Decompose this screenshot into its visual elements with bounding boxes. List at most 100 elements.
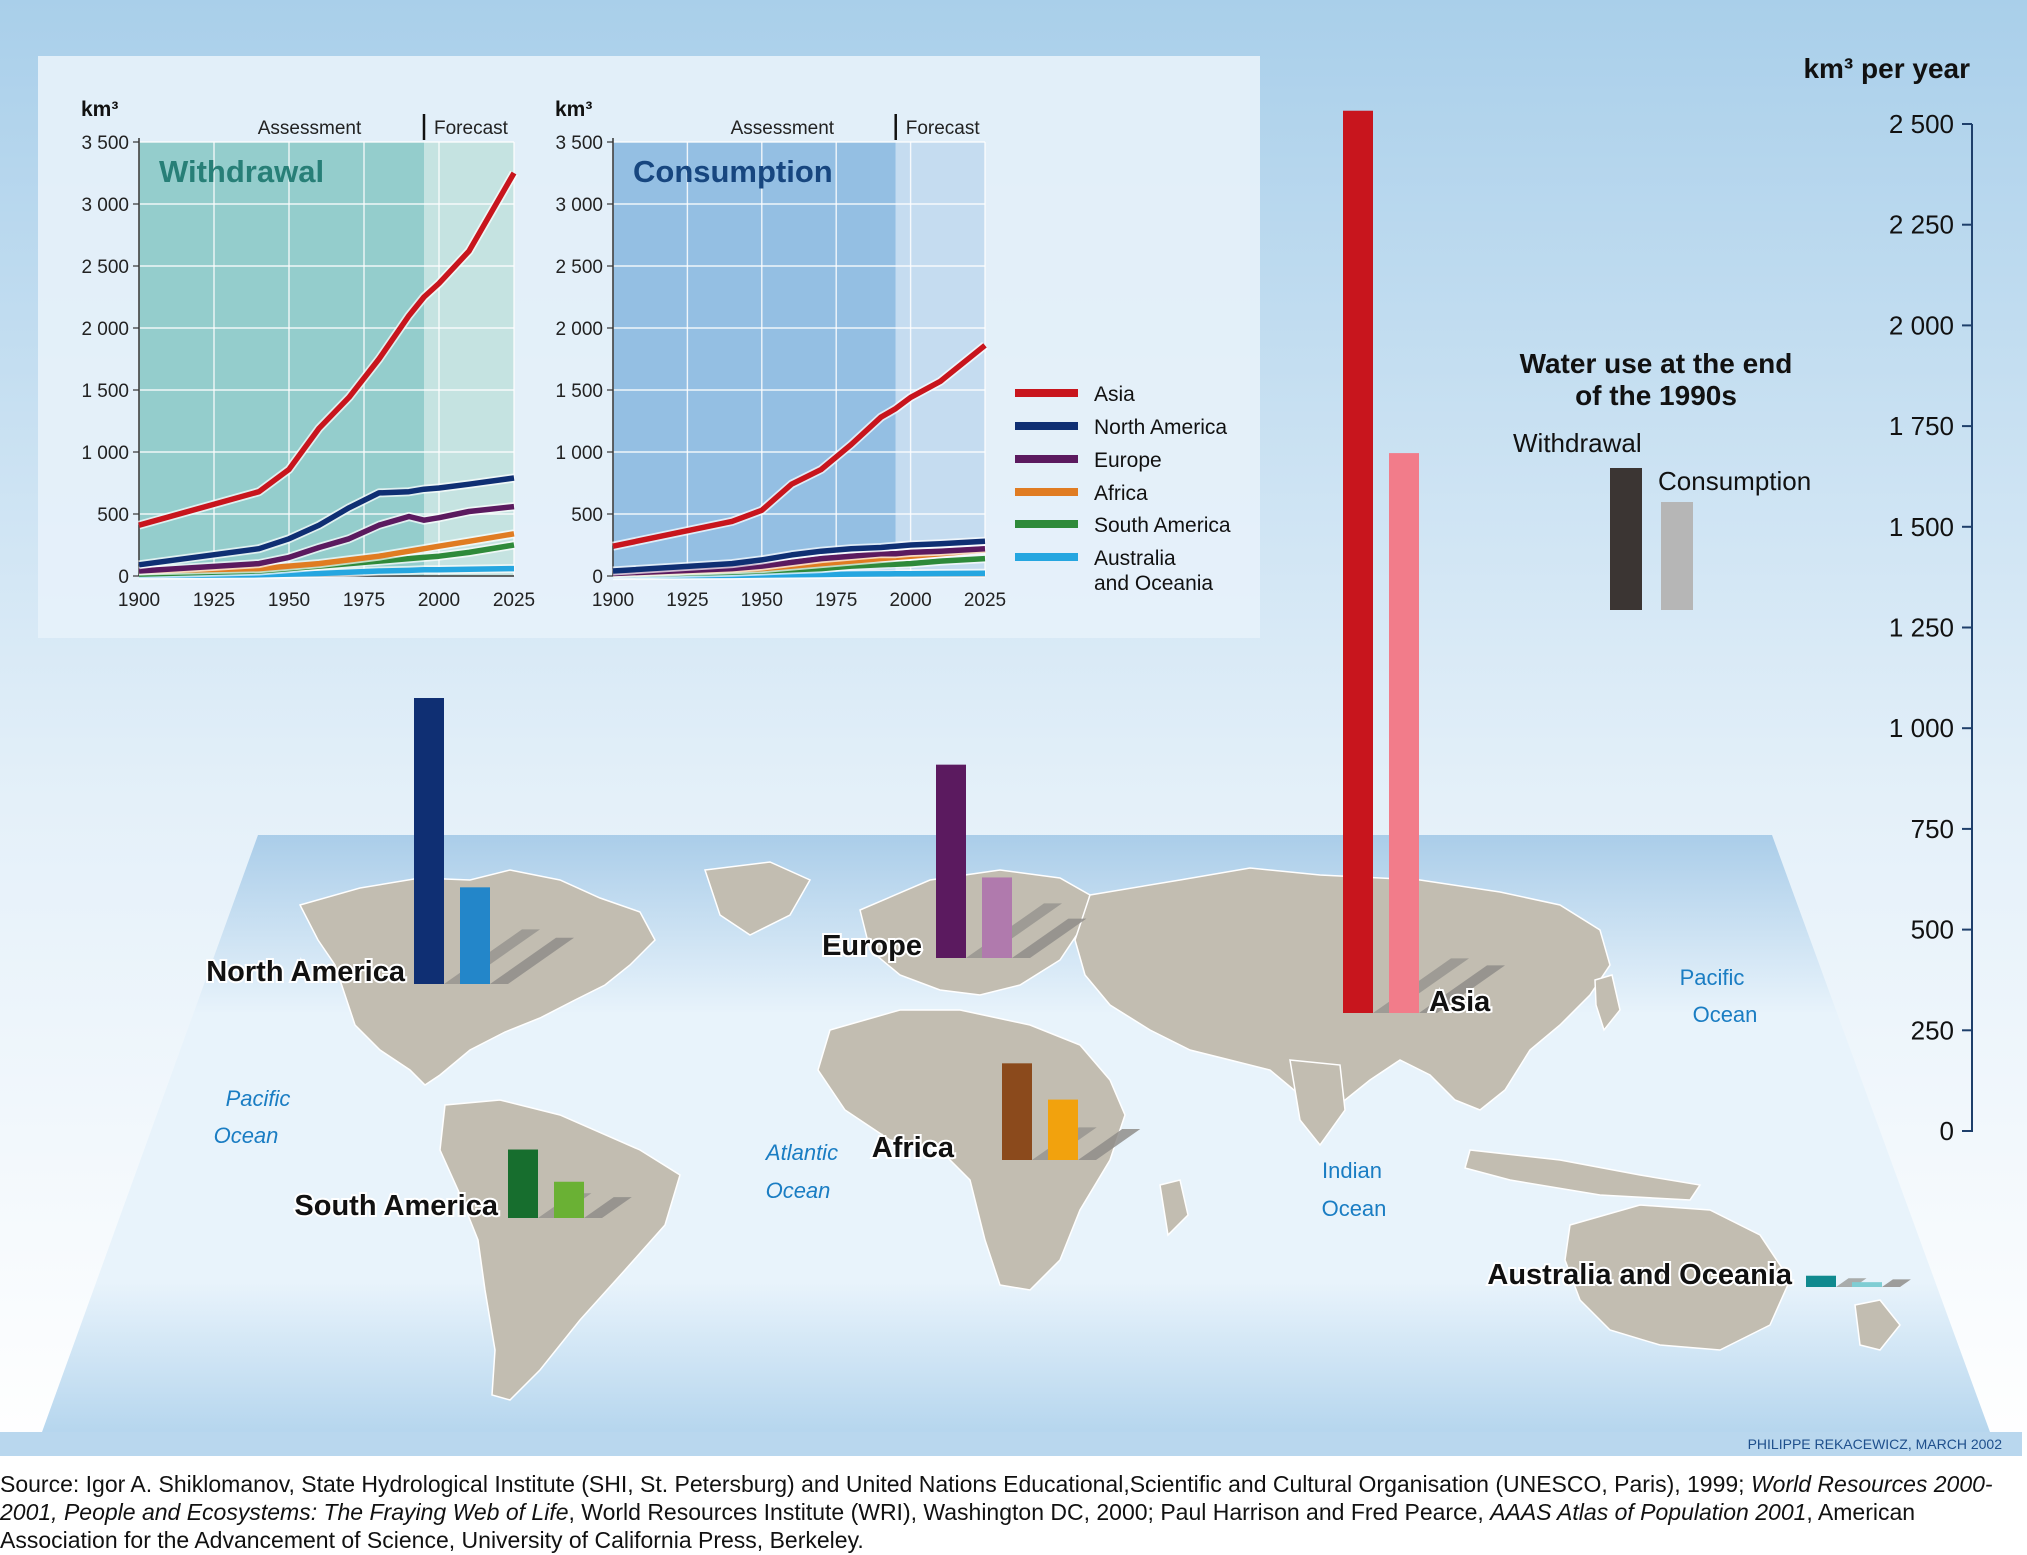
bar-legend-title-1: Water use at the end	[1520, 348, 1793, 379]
bar-axis-unit: km³ per year	[1803, 53, 1970, 84]
map-bar-group-africa: Africa	[870, 1063, 1141, 1166]
map-bar-group-europe: Europe	[820, 764, 1087, 964]
ocean-label-indian-2: Ocean	[1322, 1196, 1387, 1221]
map-bar-group-asia: Asia	[1343, 110, 1505, 1020]
bar-axis-tick-label: 0	[1940, 1116, 1954, 1146]
y-tick-label: 3 500	[555, 133, 603, 154]
bar-withdrawal-south-america	[508, 1149, 538, 1218]
y-tick-label: 1 000	[555, 443, 603, 464]
map-bar-group-north-america: North America	[204, 698, 575, 990]
ocean-label-pacific-west-1: Pacific	[226, 1086, 291, 1111]
source-note: Source: Igor A. Shiklomanov, State Hydro…	[0, 1470, 2022, 1554]
landmass-madagascar	[1159, 1179, 1189, 1237]
bar-legend-title-2: of the 1990s	[1575, 380, 1737, 411]
y-tick-label: 1 500	[555, 381, 603, 402]
bar-axis-tick-label: 750	[1911, 814, 1954, 844]
map-base-strip	[0, 1432, 2022, 1456]
consumption-line-chart: 0 500 1 000 1 500 2 000 2 500 3 000 3 500 1900 19…	[555, 98, 1006, 611]
bar-withdrawal-north-america	[414, 698, 444, 984]
bar-consumption-south-america	[554, 1181, 584, 1218]
bar-shadow	[584, 1197, 632, 1218]
x-tick-label: 1975	[815, 590, 857, 611]
world-map	[298, 861, 1901, 1401]
line-legend-label: Europe	[1094, 449, 1162, 472]
withdrawal-line-chart: 0 500 1 000 1 500 2 000 2 500 3 000 3 500 1900 19…	[81, 98, 535, 611]
x-tick-label: 1900	[592, 590, 634, 611]
assessment-area	[613, 142, 896, 576]
bar-consumption-asia	[1389, 453, 1419, 1013]
line-legend-label: Africa	[1094, 482, 1148, 505]
source-title-1: World Resources 2000-2001, People and Ec…	[0, 1471, 1993, 1525]
y-tick-label: 2 000	[555, 319, 603, 340]
landmass-indonesia	[1464, 1149, 1702, 1201]
bar-legend-consumption-swatch	[1661, 502, 1693, 610]
source-text-1: Source: Igor A. Shiklomanov, State Hydro…	[0, 1471, 1751, 1497]
line-legend: Asia North America Europe Africa South Ameri…	[1015, 383, 1231, 595]
line-chart-title: Consumption	[633, 154, 833, 189]
y-tick-label: 3 000	[81, 195, 129, 216]
bar-shadow	[1419, 965, 1505, 1013]
bar-shadow	[490, 937, 575, 984]
y-tick-label: 2 500	[555, 257, 603, 278]
map-bar-label-north-america: North America	[206, 956, 406, 988]
bar-consumption-australia-and-oceania	[1852, 1282, 1882, 1287]
bar-legend: Water use at the end of the 1990s Withdr…	[1513, 348, 1811, 610]
bar-axis-tick-label: 2 500	[1889, 109, 1954, 139]
bar-consumption-africa	[1048, 1099, 1078, 1160]
y-tick-label: 0	[592, 567, 603, 588]
line-legend-label: South America	[1094, 514, 1231, 537]
ocean-label-atlantic-2: Ocean	[766, 1178, 831, 1203]
ocean-label-pacific-west-2: Ocean	[214, 1123, 279, 1148]
bar-axis-tick-label: 2 000	[1889, 310, 1954, 340]
line-chart-title: Withdrawal	[159, 154, 324, 189]
map-bar-group-australia-and-oceania: Australia and Oceania	[1485, 1257, 1911, 1293]
bar-consumption-europe	[982, 877, 1012, 958]
x-tick-label: 2025	[964, 590, 1006, 611]
bar-shadow	[1882, 1279, 1911, 1287]
map-bar-label-europe: Europe	[822, 930, 922, 962]
bar-legend-withdrawal-label: Withdrawal	[1513, 428, 1642, 458]
landmass-greenland	[703, 861, 812, 936]
bar-axis-tick-label: 1 750	[1889, 411, 1954, 441]
landmass-europe	[859, 869, 1091, 996]
landmass-japan	[1594, 974, 1621, 1032]
y-tick-label: 0	[118, 567, 129, 588]
ocean-label-pacific-east-2: Ocean	[1693, 1002, 1758, 1027]
bar-legend-consumption-label: Consumption	[1658, 466, 1811, 496]
period-label-assessment: Assessment	[258, 118, 362, 139]
series-line-europe	[138, 503, 515, 574]
x-tick-label: 1925	[193, 590, 235, 611]
y-tick-label: 500	[571, 505, 603, 526]
source-title-2: AAAS Atlas of Population 2001	[1490, 1499, 1807, 1525]
x-tick-label: 1975	[343, 590, 385, 611]
y-tick-label: 2 000	[81, 319, 129, 340]
y-axis-unit: km³	[555, 98, 592, 121]
bar-axis-tick-label: 1 250	[1889, 613, 1954, 643]
y-axis-unit: km³	[81, 98, 118, 121]
series-line-north-america	[612, 538, 986, 574]
series-line-asia	[138, 171, 517, 528]
bar-axis: km³ per year 0 250 500 750 1 000 1 250 1 500 1 …	[1803, 53, 1973, 1146]
y-tick-label: 3 000	[555, 195, 603, 216]
line-legend-label: Asia	[1094, 383, 1135, 406]
bar-shadow	[1078, 1129, 1141, 1160]
line-legend-label: and Oceania	[1094, 572, 1213, 595]
ocean-label-pacific-east-1: Pacific	[1680, 965, 1745, 990]
bar-axis-tick-label: 2 250	[1889, 210, 1954, 240]
map-bar-label-africa: Africa	[872, 1132, 955, 1164]
series-line-north-america	[138, 475, 515, 568]
x-tick-label: 2000	[418, 590, 460, 611]
ocean-label-indian-1: Indian	[1322, 1158, 1382, 1183]
bar-consumption-north-america	[460, 887, 490, 984]
x-tick-label: 1950	[741, 590, 783, 611]
map-bar-label-south-america: South America	[294, 1190, 498, 1222]
line-legend-label: North America	[1094, 416, 1227, 439]
bar-axis-tick-label: 1 500	[1889, 512, 1954, 542]
y-tick-label: 3 500	[81, 133, 129, 154]
bar-shadow	[1012, 918, 1087, 958]
x-tick-label: 1925	[666, 590, 708, 611]
series-line-africa	[138, 531, 515, 574]
y-tick-label: 1 500	[81, 381, 129, 402]
landmass-south-america	[439, 1099, 681, 1401]
